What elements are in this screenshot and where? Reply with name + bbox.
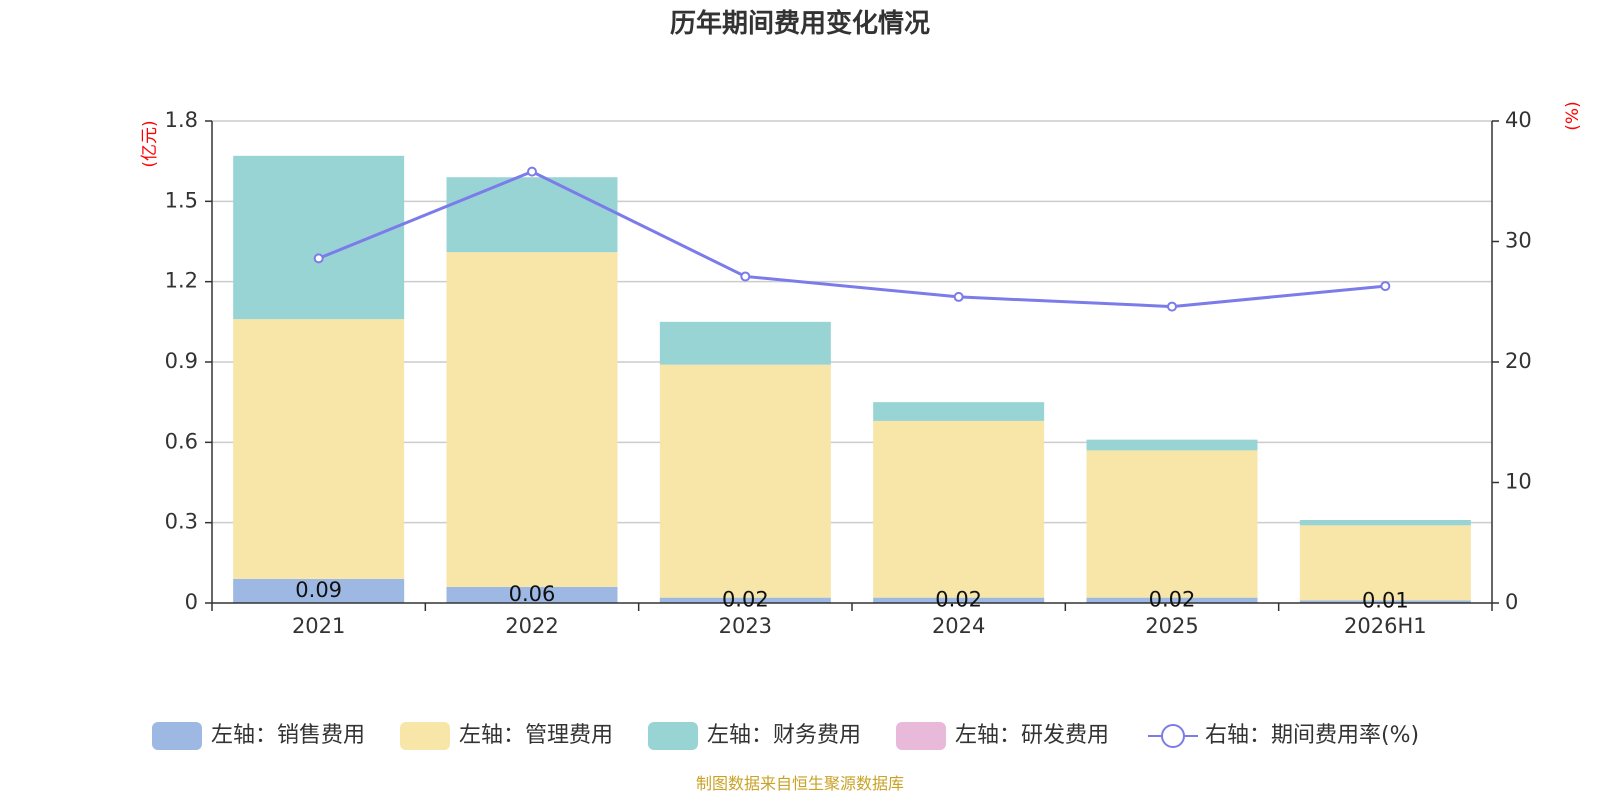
x-tick-label: 2026H1 <box>1344 614 1427 638</box>
left-tick-label: 1.5 <box>165 188 198 212</box>
bar-segment <box>446 252 618 587</box>
line-point <box>953 291 964 302</box>
right-tick-label: 30 <box>1505 229 1532 253</box>
bar-segment <box>446 586 618 603</box>
left-tick-label: 0.3 <box>165 510 198 534</box>
bar-segment <box>1299 519 1471 526</box>
right-axis-unit: (%) <box>1563 101 1583 130</box>
data-label: 0.06 <box>509 582 556 606</box>
line-point <box>527 166 537 177</box>
left-tick-label: 0.9 <box>165 349 198 373</box>
line-point <box>1380 281 1391 292</box>
right-tick-label: 20 <box>1505 349 1532 373</box>
bar-segment <box>873 402 1045 421</box>
bar-segment <box>873 420 1045 598</box>
line-point <box>740 271 751 282</box>
legend: 左轴：销售费用 左轴：管理费用 左轴：财务费用 左轴：研发费用 右轴：期间费用率(%) <box>152 722 1419 750</box>
data-label: 0.02 <box>935 587 982 611</box>
data-labels: 0.09 0.06 0.02 0.02 0.02 0.01 <box>295 578 1408 613</box>
bar-segment <box>1299 600 1471 603</box>
grid <box>212 120 1492 524</box>
legend-swatch <box>400 722 450 750</box>
legend-label: 右轴：期间费用率(%) <box>1205 723 1419 748</box>
bar-segment <box>233 578 405 603</box>
left-axis-unit: (亿元) <box>140 120 160 167</box>
line-point <box>1167 301 1177 312</box>
bar-segment <box>1299 525 1471 601</box>
bar-segment <box>659 364 831 598</box>
right-tick-label: 0 <box>1505 590 1518 614</box>
legend-swatch <box>152 722 202 750</box>
legend-swatch <box>648 722 698 750</box>
legend-label: 左轴：管理费用 <box>459 723 613 748</box>
left-tick-label: 1.8 <box>165 108 198 132</box>
bar-segment <box>233 319 405 579</box>
x-tick-label: 2023 <box>719 614 772 638</box>
x-tick-label: 2021 <box>292 614 345 638</box>
left-tick-label: 1.2 <box>165 269 198 293</box>
legend-swatch <box>896 722 946 750</box>
bar-segment <box>873 597 1045 603</box>
data-label: 0.09 <box>295 578 342 602</box>
data-label: 0.01 <box>1362 589 1409 613</box>
source-note: 制图数据来自恒生聚源数据库 <box>696 774 904 793</box>
x-tick-label: 2022 <box>505 614 558 638</box>
bar-segment <box>1086 597 1258 603</box>
line-path <box>318 169 1386 309</box>
bar-segment <box>659 321 831 365</box>
data-label: 0.02 <box>722 587 769 611</box>
bar-segment <box>233 155 405 320</box>
left-tick-label: 0.6 <box>165 429 198 453</box>
x-tick-label: 2025 <box>1145 614 1198 638</box>
legend-marker <box>1161 724 1185 748</box>
x-tick-label: 2024 <box>932 614 985 638</box>
bar-segment <box>1086 439 1258 451</box>
bar-segment <box>1086 450 1258 598</box>
line-point <box>313 253 324 264</box>
right-tick-label: 40 <box>1505 108 1532 132</box>
bar-segment <box>659 597 831 603</box>
expense-rate-line <box>313 166 1391 312</box>
data-label: 0.02 <box>1149 587 1196 611</box>
bar-segment <box>446 177 618 253</box>
axes: 0 0.3 0.6 0.9 1.2 1.5 1.8 0 10 20 30 40 2021 2022 2023… <box>165 108 1532 638</box>
left-tick-label: 0 <box>185 590 198 614</box>
bars <box>233 155 1471 603</box>
legend-label: 左轴：销售费用 <box>211 723 365 748</box>
legend-label: 左轴：财务费用 <box>707 723 861 748</box>
legend-label: 左轴：研发费用 <box>955 723 1109 748</box>
right-tick-label: 10 <box>1505 470 1532 494</box>
chart-title: 历年期间费用变化情况 <box>670 8 930 39</box>
